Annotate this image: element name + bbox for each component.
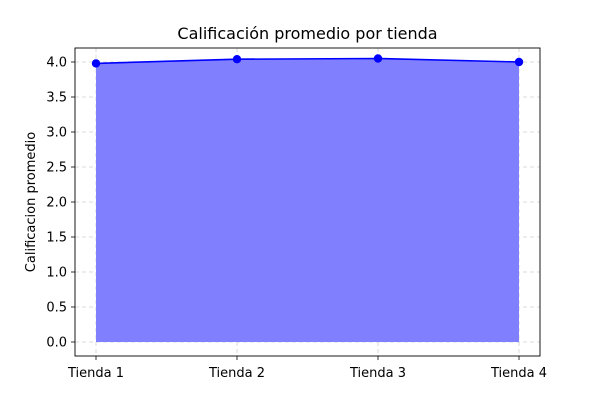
x-tick-label: Tienda 2 [208,366,265,381]
series-line [95,57,520,65]
plot-frame [74,47,541,357]
y-tick-label: 0.0 [46,336,67,351]
x-tick-label: Tienda 1 [67,366,124,381]
y-tick-label: 3.5 [46,91,67,106]
data-point [514,57,524,67]
data-point-layer [91,54,524,68]
chart-title: Calificación promedio por tienda [177,24,437,43]
data-point [232,55,242,64]
data-point [91,59,101,68]
y-tick-label: 2.5 [46,161,67,176]
x-tick-label: Tienda 4 [490,366,547,381]
area-fill [96,58,519,342]
axes-frame [71,47,541,360]
area-fill-layer [96,58,519,342]
y-tick-label: 2.0 [46,196,67,211]
data-point [373,54,383,63]
x-tick-label: Tienda 3 [349,366,406,381]
series-line-layer [95,57,520,65]
y-tick-labels: 0.0 0.5 1.0 1.5 2.0 2.5 3.0 3.5 4.0 [46,56,67,351]
y-tick-label: 4.0 [46,56,67,71]
y-axis-label: Calificacion promedio [24,132,39,272]
y-tick-label: 0.5 [46,301,67,316]
y-tick-label: 1.5 [46,231,67,246]
y-tick-label: 1.0 [46,266,67,281]
y-tick-label: 3.0 [46,126,67,141]
x-tick-labels: Tienda 1 Tienda 2 Tienda 3 Tienda 4 [67,366,547,381]
